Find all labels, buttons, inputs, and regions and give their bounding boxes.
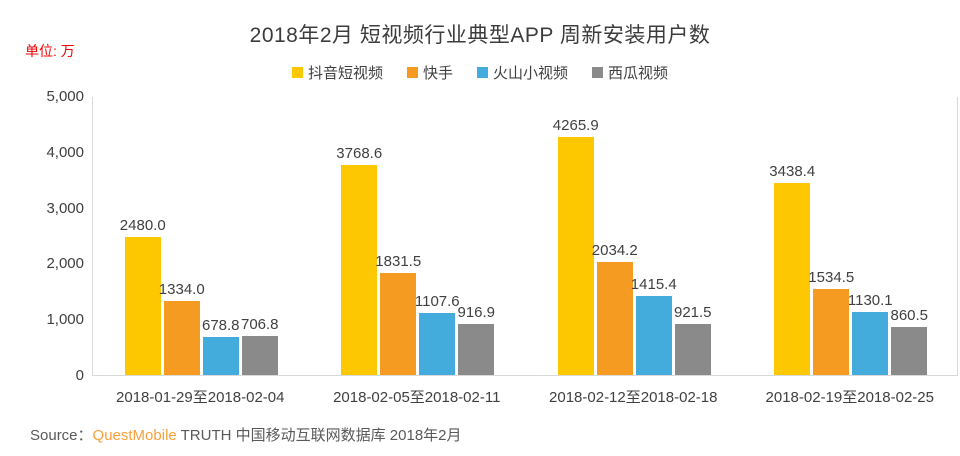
source-line: Source：QuestMobile TRUTH 中国移动互联网数据库 2018…: [30, 424, 462, 445]
legend-label: 火山小视频: [493, 65, 569, 82]
bar-value-label: 2480.0: [119, 216, 166, 234]
x-axis-category-label: 2018-02-05至2018-02-11: [333, 389, 501, 406]
legend-label: 快手: [422, 65, 453, 82]
x-axis-category-label: 2018-01-29至2018-02-04: [116, 389, 285, 406]
source-brand: QuestMobile: [92, 427, 177, 444]
bar-火山小视频-2: [635, 296, 672, 375]
y-axis-tick-label: 3,000: [46, 199, 84, 217]
unit-label: 单位: 万: [25, 43, 75, 59]
legend-swatch-icon: [477, 67, 488, 78]
plot-area: 2480.0 1334.0 678.8 706.8 3768.6 1831.5 1107.6…: [92, 97, 958, 376]
source-prefix: Source：: [30, 427, 93, 444]
bar-value-label: 706.8: [240, 315, 279, 333]
bar-value-label: 678.8: [201, 317, 240, 335]
y-axis-tick-label: 1,000: [46, 311, 84, 329]
y-axis-tick-label: 2,000: [46, 255, 84, 273]
source-suffix: TRUTH 中国移动互联网数据库 2018年2月: [176, 427, 462, 444]
legend-item: 抖音短视频: [291, 62, 383, 83]
bar-火山小视频-0: [202, 337, 239, 375]
legend: 抖音短视频 快手 火山小视频 西瓜视频: [0, 62, 960, 83]
bar-value-label: 3768.6: [336, 144, 383, 162]
legend-item: 西瓜视频: [592, 62, 668, 83]
bar-value-label: 4265.9: [552, 116, 599, 134]
bar-value-label: 1107.6: [414, 293, 460, 311]
bar-value-label: 860.5: [890, 306, 929, 324]
chart-title: 2018年2月 短视频行业典型APP 周新安装用户数: [249, 24, 711, 47]
bar-抖音短视频-3: [774, 183, 811, 375]
bar-西瓜视频-3: [891, 326, 928, 375]
bar-value-label: 1534.5: [808, 269, 855, 287]
bar-value-label: 3438.4: [769, 163, 816, 181]
bar-value-label: 1130.1: [847, 291, 893, 309]
bar-快手-0: [163, 300, 200, 375]
x-axis-category-label: 2018-02-19至2018-02-25: [765, 389, 934, 406]
bar-value-label: 2034.2: [591, 241, 638, 259]
bar-西瓜视频-0: [241, 335, 278, 375]
legend-swatch-icon: [291, 67, 303, 78]
bar-火山小视频-1: [419, 313, 456, 375]
bar-快手-3: [813, 289, 850, 375]
bar-抖音短视频-2: [557, 136, 594, 375]
bar-value-label: 1334.0: [158, 280, 205, 298]
bar-value-label: 916.9: [457, 303, 496, 321]
legend-label: 西瓜视频: [608, 65, 669, 82]
bar-value-label: 921.5: [673, 303, 712, 321]
y-axis-tick-label: 0: [75, 367, 84, 384]
legend-swatch-icon: [592, 67, 604, 78]
bar-火山小视频-3: [852, 311, 889, 375]
bar-抖音短视频-1: [341, 164, 378, 375]
bar-value-label: 1415.4: [630, 276, 677, 294]
bar-西瓜视频-2: [674, 323, 711, 375]
legend-item: 火山小视频: [477, 62, 568, 83]
bar-西瓜视频-1: [458, 323, 495, 375]
legend-item: 快手: [406, 62, 453, 83]
bar-抖音短视频-0: [124, 236, 161, 375]
bar-value-label: 1831.5: [375, 252, 422, 270]
y-axis-tick-label: 5,000: [46, 88, 84, 105]
legend-swatch-icon: [406, 67, 418, 78]
bar-快手-2: [596, 261, 633, 375]
x-axis-category-label: 2018-02-12至2018-02-18: [549, 389, 718, 406]
y-axis-tick-label: 4,000: [46, 143, 84, 161]
legend-label: 抖音短视频: [307, 65, 383, 82]
bar-快手-1: [380, 272, 417, 375]
